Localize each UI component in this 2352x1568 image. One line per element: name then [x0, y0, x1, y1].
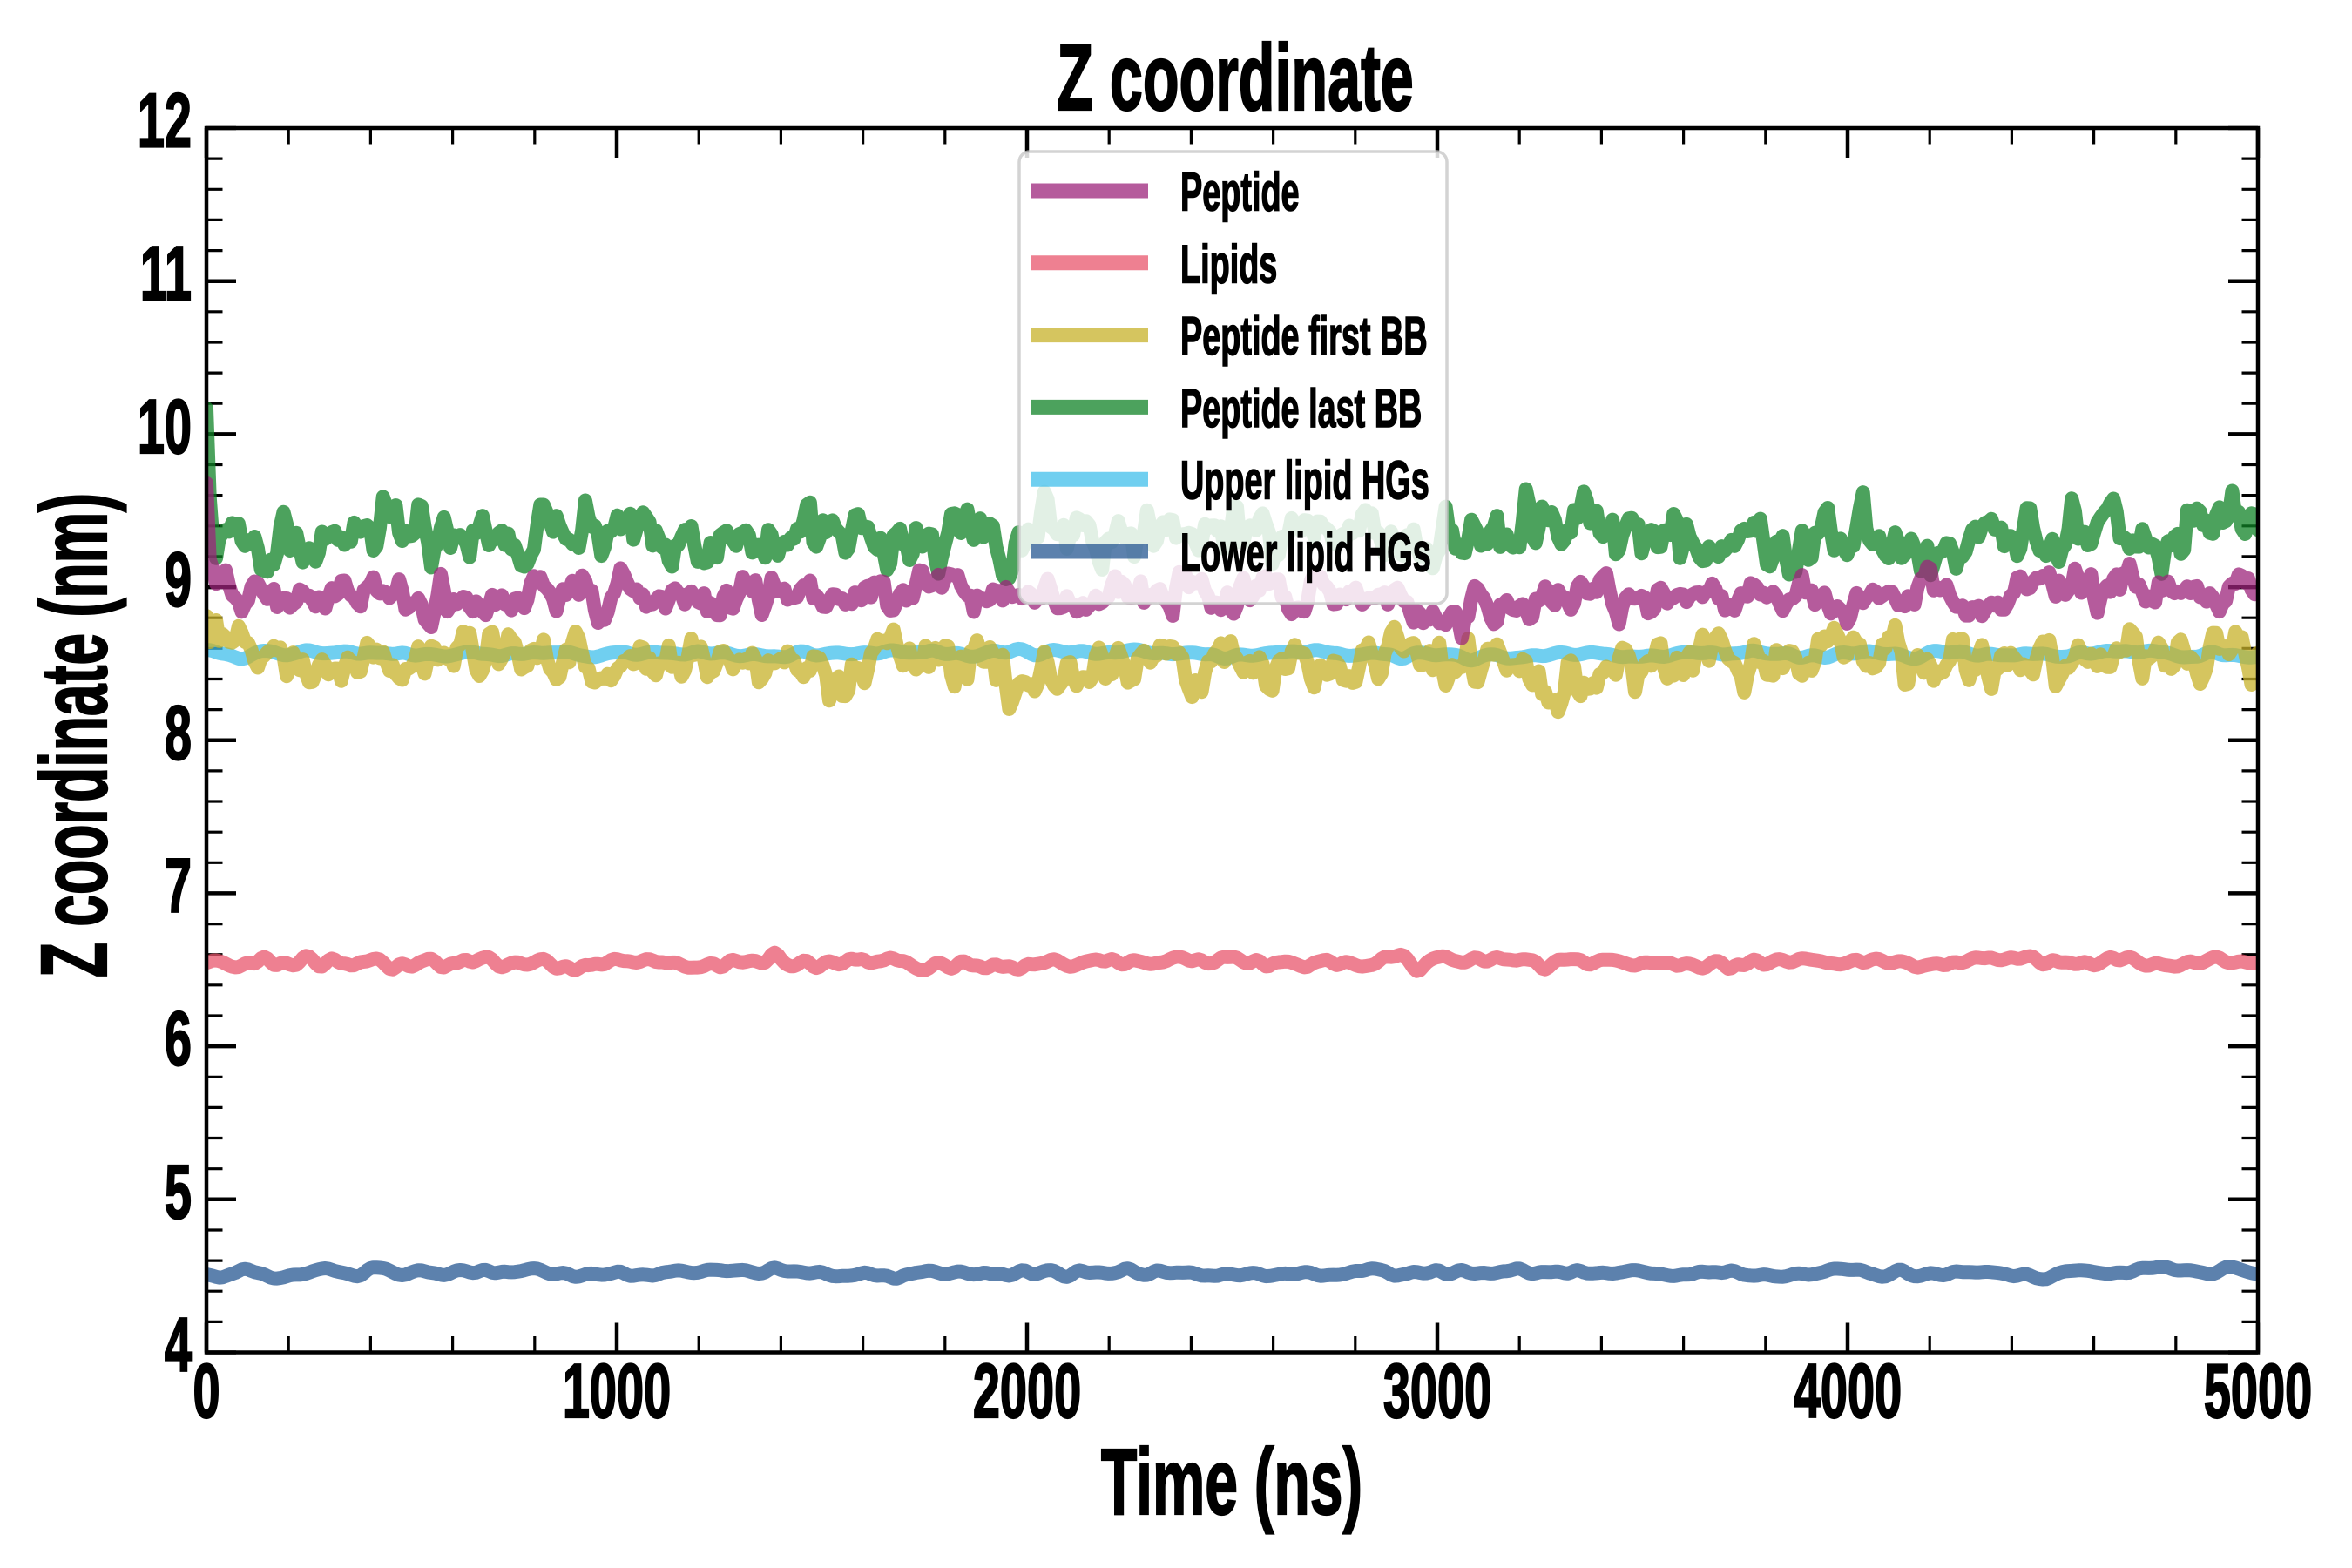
- svg-text:Z coordinate (nm): Z coordinate (nm): [21, 493, 126, 977]
- svg-text:Lower lipid HGs: Lower lipid HGs: [1180, 523, 1431, 583]
- svg-text:Lipids: Lipids: [1180, 234, 1277, 294]
- svg-text:Z coordinate: Z coordinate: [1057, 25, 1414, 131]
- svg-text:0: 0: [193, 1348, 220, 1434]
- svg-text:2000: 2000: [973, 1348, 1081, 1434]
- svg-text:12: 12: [138, 78, 192, 164]
- svg-text:3000: 3000: [1383, 1348, 1491, 1434]
- svg-text:1000: 1000: [563, 1348, 671, 1434]
- svg-text:5: 5: [165, 1148, 192, 1234]
- svg-text:Peptide: Peptide: [1180, 162, 1300, 222]
- svg-text:6: 6: [165, 996, 192, 1082]
- svg-text:11: 11: [140, 230, 192, 316]
- svg-text:Upper lipid HGs: Upper lipid HGs: [1180, 450, 1429, 510]
- svg-text:4000: 4000: [1794, 1348, 1902, 1434]
- svg-text:7: 7: [165, 842, 192, 929]
- svg-text:5000: 5000: [2204, 1348, 2312, 1434]
- svg-text:Peptide first BB: Peptide first BB: [1180, 307, 1428, 367]
- svg-text:Time (ns): Time (ns): [1101, 1429, 1362, 1535]
- svg-text:9: 9: [165, 537, 192, 623]
- svg-text:4: 4: [165, 1301, 192, 1388]
- svg-text:Peptide last BB: Peptide last BB: [1180, 378, 1422, 438]
- svg-text:10: 10: [138, 383, 192, 470]
- svg-text:8: 8: [165, 689, 192, 775]
